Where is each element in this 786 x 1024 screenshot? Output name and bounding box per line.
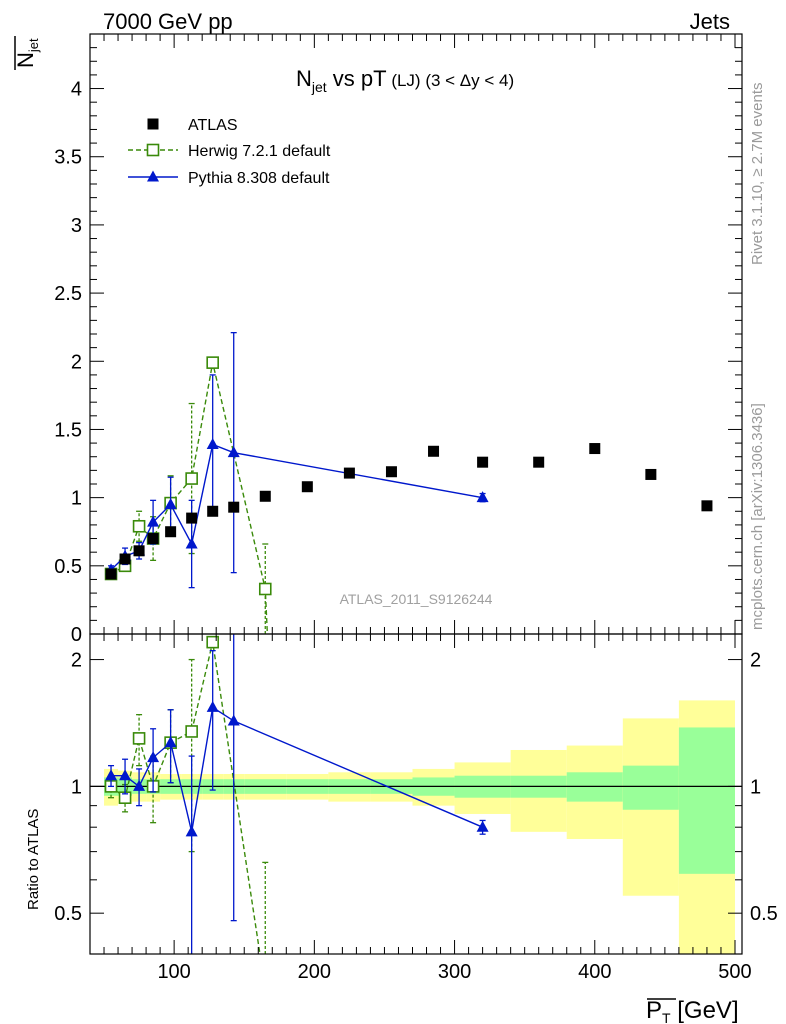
main-ytick-label: 2.5: [54, 283, 82, 305]
ratio-herwig-point: [260, 984, 271, 995]
main-yticks: 0 0.5 1 1.5 2 2.5 3 3.5 4: [54, 33, 742, 646]
ratio-ylabel: Ratio to ATLAS: [25, 809, 42, 910]
pythia-point: [147, 515, 160, 527]
main-ytick-label: 1.5: [54, 419, 82, 441]
legend-entry-label: Pythia 8.308 default: [188, 170, 330, 187]
ratio-ytick-label-right: 0.5: [750, 903, 778, 925]
ratio-xticks: 100 200 300 400 500: [103, 634, 752, 983]
pythia-point: [206, 437, 219, 449]
ratio-pythia-point: [119, 769, 132, 781]
x-tick-label: 200: [298, 961, 331, 983]
ratio-herwig-point: [132, 732, 146, 745]
atlas-point: [301, 481, 313, 493]
main-ylabel: Njet: [13, 36, 41, 70]
legend: ATLAS Herwig 7.2.1 default Pythia 8.308 de…: [128, 117, 331, 187]
main-ytick-label: 0: [71, 624, 82, 646]
main-panel: 0 0.5 1 1.5 2 2.5 3 3.5 4 ATLAS_2011_S9126244 AT…: [54, 33, 743, 646]
main-ytick-label: 3.5: [54, 147, 82, 169]
atlas-point: [533, 456, 545, 468]
atlas-point: [645, 468, 657, 480]
ratio-herwig-line: [110, 641, 261, 954]
pythia-point: [164, 497, 177, 509]
rivet-label: Rivet 3.1.10, ≥ 2.7M events: [749, 83, 766, 266]
pythia-point: [227, 446, 240, 458]
ratio-ytick-label-right: 2: [750, 650, 761, 672]
main-ytick-label: 3: [71, 215, 82, 237]
legend-entry-label: Herwig 7.2.1 default: [188, 143, 331, 160]
ratio-series: [104, 634, 489, 995]
ratio-yticks: 0.5 0.5 1 1 2 2: [54, 650, 778, 926]
main-ytick-label: 2: [71, 351, 82, 373]
x-tick-label: 100: [157, 961, 190, 983]
ratio-pythia-point: [147, 751, 160, 763]
atlas-point: [207, 505, 219, 517]
ratio-ytick-label: 0.5: [54, 903, 82, 925]
ratio-pythia-point: [476, 820, 489, 832]
atlas-point: [119, 553, 131, 565]
legend-pythia-marker: [147, 170, 159, 182]
ratio-herwig-point: [185, 725, 198, 738]
ratio-pythia-point: [227, 714, 240, 726]
herwig-point: [206, 356, 219, 369]
atlas-point: [385, 466, 397, 478]
ratio-bands: [104, 700, 735, 954]
ratio-ytick-label: 1: [71, 776, 82, 798]
x-axis-label: PT [GeV]: [646, 997, 739, 1024]
legend-atlas-marker: [147, 118, 159, 130]
atlas-point: [477, 456, 489, 468]
x-tick-label: 500: [718, 961, 751, 983]
atlas-point: [589, 443, 601, 455]
ratio-pythia-point: [206, 700, 219, 712]
header-left: 7000 GeV pp: [103, 9, 233, 34]
ratio-ytick-label-right: 1: [750, 776, 761, 798]
ratio-band-inner: [678, 727, 735, 874]
main-series-clipped: [104, 331, 713, 634]
mcplots-label: mcplots.cern.ch [arXiv:1306.3436]: [749, 403, 766, 630]
header-right: Jets: [690, 9, 730, 34]
atlas-point: [228, 501, 240, 513]
herwig-point: [258, 582, 272, 596]
ratio-pythia-point: [133, 779, 146, 791]
main-title: Njet vs pT (LJ) (3 < Δy < 4): [296, 66, 514, 95]
atlas-point: [186, 512, 198, 524]
ratio-ytick-label: 2: [71, 650, 82, 672]
herwig-point: [185, 472, 198, 485]
herwig-point: [132, 519, 146, 533]
x-tick-label: 400: [578, 961, 611, 983]
atlas-point: [133, 545, 145, 557]
legend-entry-label: ATLAS: [188, 117, 238, 134]
svg-text:Njet: Njet: [13, 38, 41, 68]
ratio-band-inner: [622, 765, 679, 810]
pythia-point: [185, 537, 198, 549]
ratio-frame: [89, 633, 743, 955]
pythia-point: [476, 491, 489, 503]
atlas-point: [428, 445, 440, 457]
ratio-panel: 0.5 0.5 1 1 2 2 100 200 300 400 500: [54, 633, 778, 995]
ratio-pythia-point: [185, 825, 198, 837]
main-xticks: [103, 34, 736, 634]
atlas-point: [259, 490, 271, 502]
main-series: [104, 331, 713, 634]
ratio-pythia-point: [164, 736, 177, 748]
atlas-point: [147, 533, 159, 545]
atlas-point: [701, 500, 713, 512]
ratio-herwig-point: [206, 635, 219, 649]
atlas-point: [343, 467, 355, 479]
ratio-pythia-point: [105, 769, 118, 781]
svg-text:PT [GeV]: PT [GeV]: [646, 997, 739, 1024]
main-ytick-label: 1: [71, 488, 82, 510]
legend-herwig-marker: [146, 143, 160, 157]
atlas-point: [165, 526, 177, 538]
x-tick-label: 300: [438, 961, 471, 983]
watermark: ATLAS_2011_S9126244: [340, 591, 493, 607]
ratio-series-clipped: [104, 634, 489, 995]
main-ytick-label: 4: [71, 79, 82, 101]
main-ytick-label: 0.5: [54, 556, 82, 578]
atlas-point: [105, 568, 117, 580]
